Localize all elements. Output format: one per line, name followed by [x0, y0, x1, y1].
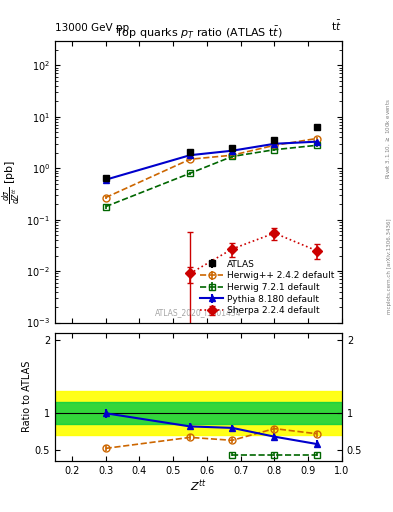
Y-axis label: Ratio to ATLAS: Ratio to ATLAS [22, 361, 32, 433]
Text: mcplots.cern.ch [arXiv:1306.3436]: mcplots.cern.ch [arXiv:1306.3436] [387, 219, 392, 314]
Y-axis label: $\frac{d\sigma}{dZ^{tt}}$ [pb]: $\frac{d\sigma}{dZ^{tt}}$ [pb] [1, 160, 24, 204]
Text: 13000 GeV pp: 13000 GeV pp [55, 23, 129, 33]
X-axis label: $Z^{tt}$: $Z^{tt}$ [190, 478, 207, 494]
Text: ATLAS_2020_I1801434: ATLAS_2020_I1801434 [155, 308, 242, 317]
Text: t$\bar{t}$: t$\bar{t}$ [331, 19, 342, 33]
Bar [55, 402, 342, 424]
Title: Top quarks $p_T$ ratio (ATLAS t$\bar{t}$): Top quarks $p_T$ ratio (ATLAS t$\bar{t}$… [115, 25, 282, 41]
Text: Rivet 3.1.10, $\geq$ 100k events: Rivet 3.1.10, $\geq$ 100k events [385, 98, 392, 179]
Legend: ATLAS, Herwig++ 2.4.2 default, Herwig 7.2.1 default, Pythia 8.180 default, Sherp: ATLAS, Herwig++ 2.4.2 default, Herwig 7.… [198, 257, 338, 318]
Bar [55, 391, 342, 435]
